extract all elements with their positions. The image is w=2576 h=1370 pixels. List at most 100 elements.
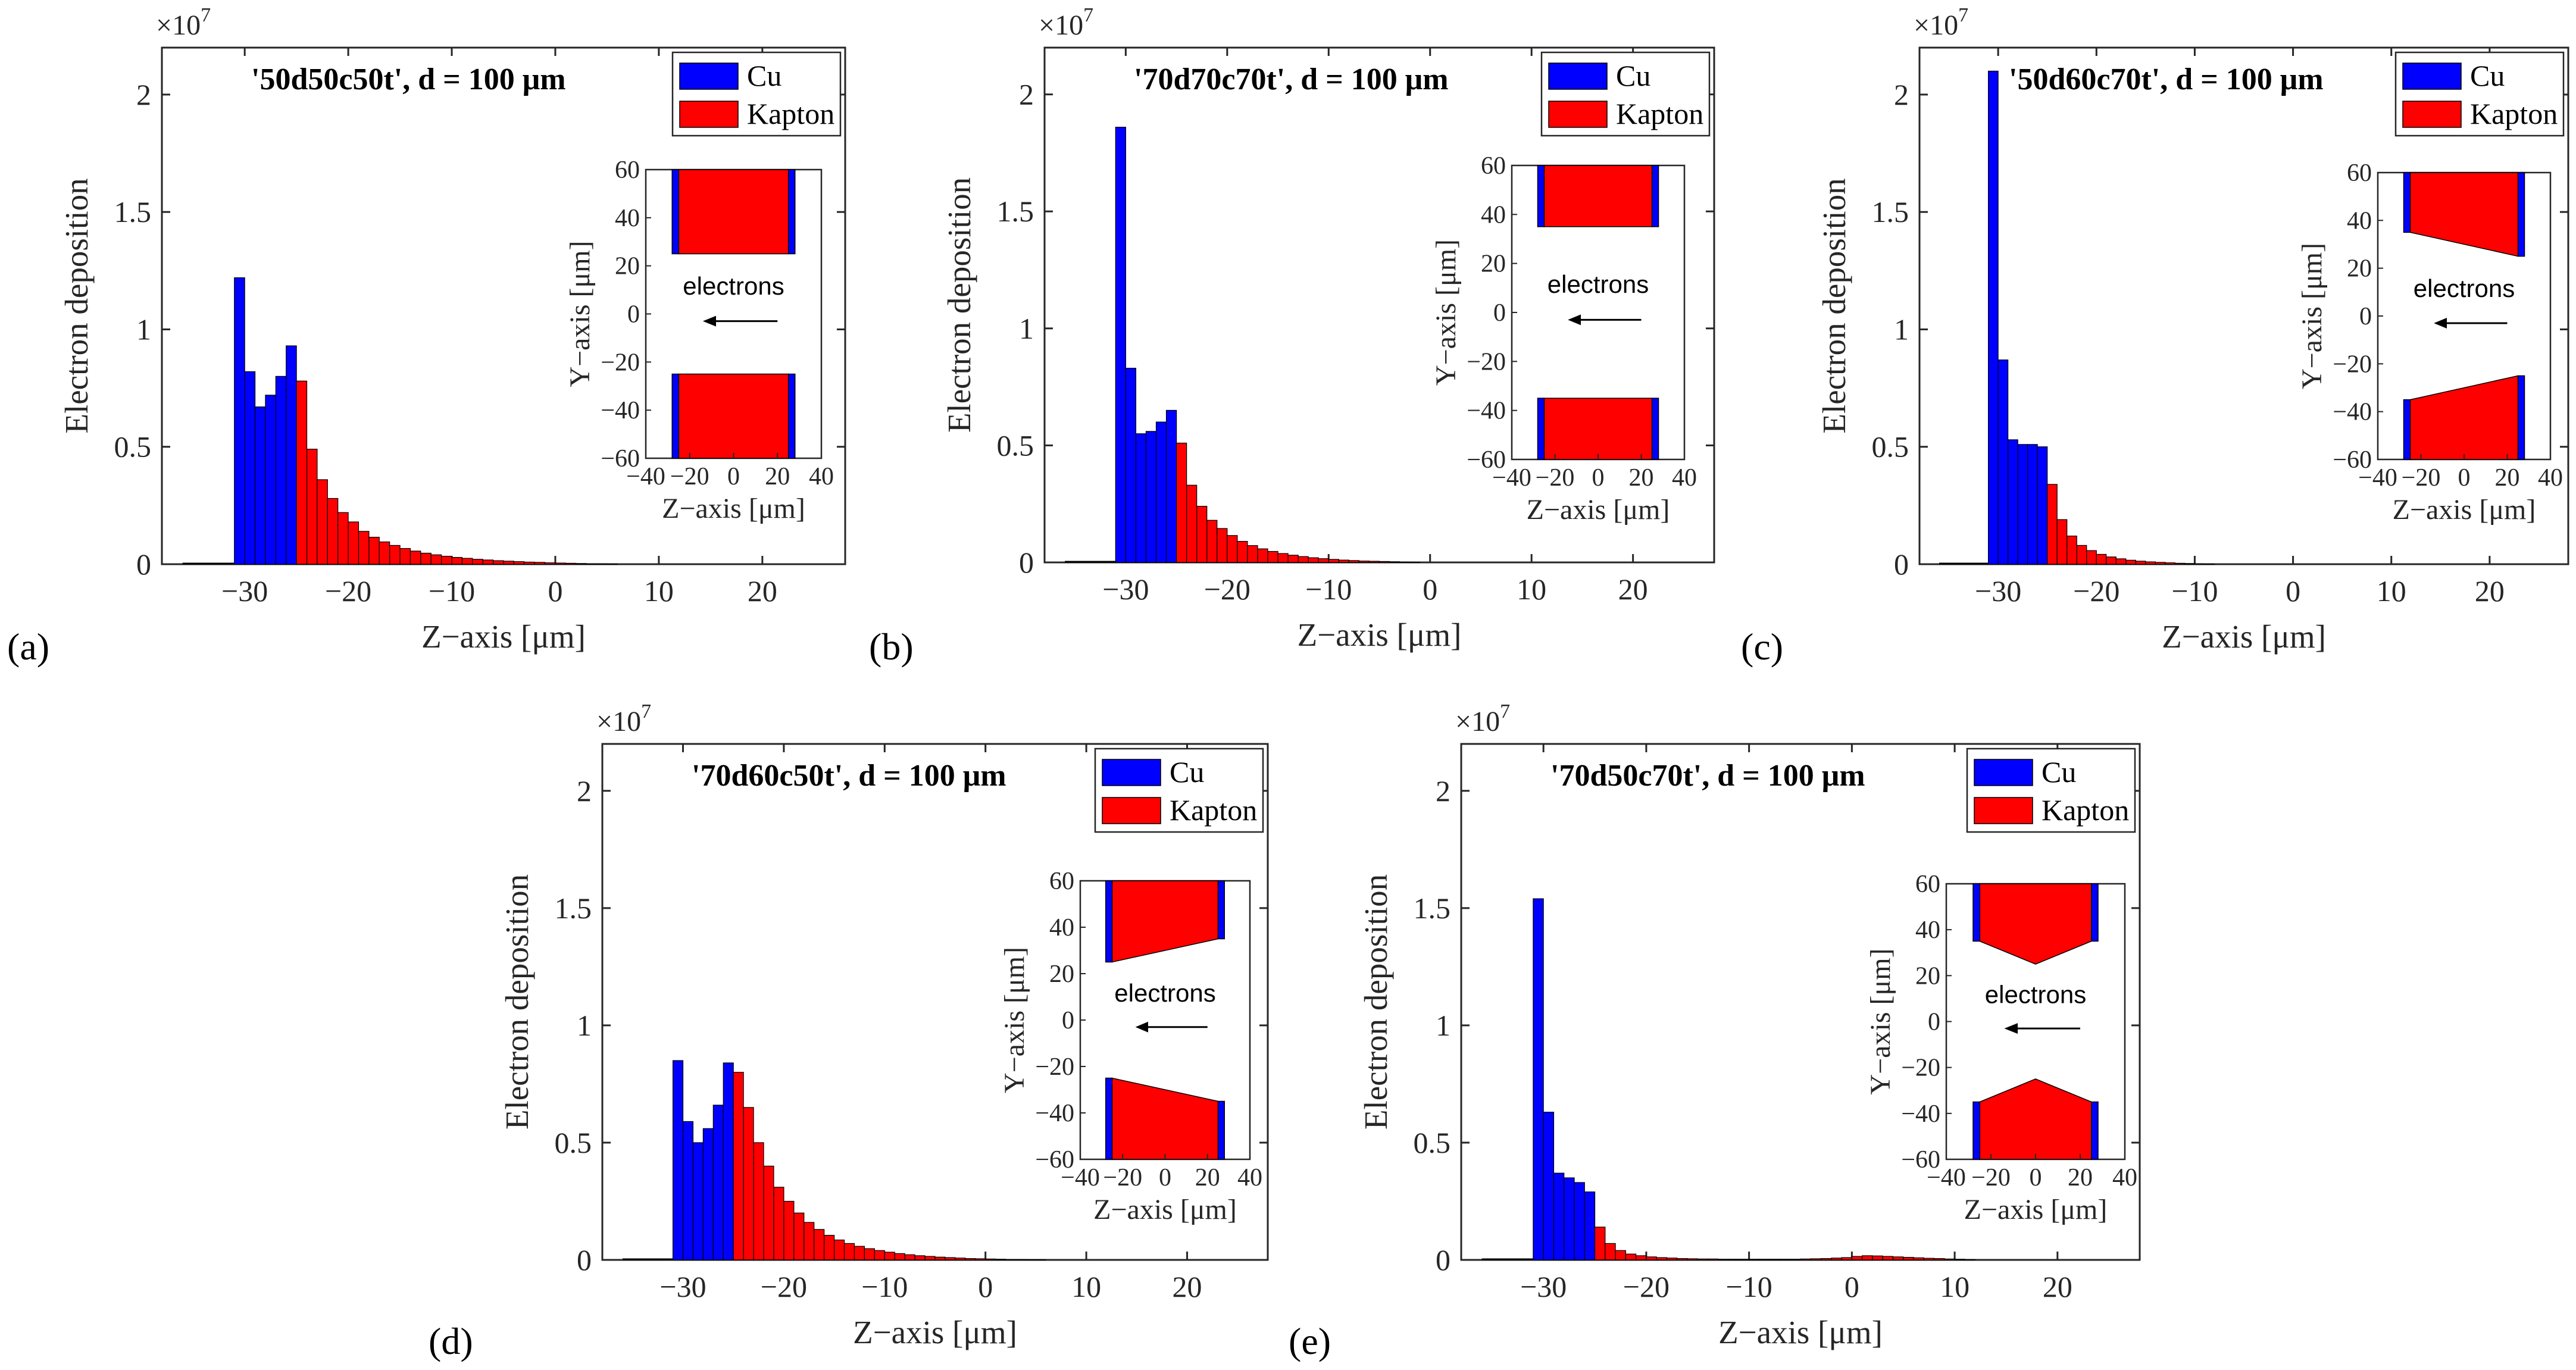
legend-swatch-cu: [679, 62, 739, 90]
panel-label: (c): [1741, 625, 1783, 668]
cu-layer-bottom: [1537, 398, 1545, 460]
cu-layer-bottom: [1651, 398, 1659, 460]
cu-layer-top: [1537, 165, 1545, 227]
histogram-bar-cu: [702, 1128, 714, 1260]
histogram-bar-kapton: [1933, 1258, 1945, 1260]
inset-y-tick-label: 60: [615, 157, 640, 184]
y-tick-label: 1.5: [1872, 195, 1909, 229]
y-tick-label: 2: [1894, 78, 1909, 111]
histogram-bar-kapton: [1718, 1259, 1729, 1260]
kapton-bottom: [1543, 398, 1653, 460]
legend-label-kapton: Kapton: [1616, 97, 1703, 130]
histogram-bar-cu: [1574, 1182, 1585, 1260]
histogram-bar-kapton: [914, 1255, 926, 1260]
x-tick-label: 10: [2377, 574, 2406, 608]
histogram-bar-kapton: [1206, 520, 1218, 563]
histogram-bar-cu: [1135, 433, 1147, 563]
y-multiplier-exponent: 7: [1500, 700, 1510, 722]
inset-x-tick-label: 40: [1672, 464, 1697, 492]
x-axis-label: Z−axis [μm]: [1298, 617, 1462, 653]
histogram-bar-kapton: [934, 1256, 946, 1260]
histogram-bar-cu: [1145, 431, 1157, 563]
inset-x-tick-label: 20: [1629, 464, 1654, 492]
panel-label: (e): [1289, 1320, 1331, 1362]
inset-y-tick-label: −20: [1467, 348, 1506, 376]
y-tick-label: 1: [1019, 312, 1034, 345]
x-axis-label: Z−axis [μm]: [853, 1314, 1017, 1350]
electrons-label: electrons: [1985, 981, 2086, 1009]
y-tick-label: 1: [1436, 1009, 1450, 1042]
legend-label-kapton: Kapton: [2042, 793, 2129, 827]
x-tick-label: −30: [1102, 573, 1149, 606]
chart-title: '50d60c70t', d = 100 μm: [2009, 62, 2324, 96]
inset-y-tick-label: −60: [2333, 446, 2372, 474]
y-multiplier: ×107: [1914, 4, 1968, 41]
histogram-bar-kapton: [1217, 528, 1228, 563]
electron-arrow-head: [2004, 1023, 2018, 1034]
histogram-bar-kapton: [358, 531, 370, 565]
inset-y-axis-label: Y−axis [μm]: [564, 240, 596, 387]
inset-x-tick-label: −40: [2358, 464, 2397, 492]
legend-label-kapton: Kapton: [2470, 97, 2558, 130]
histogram-bar-kapton: [1615, 1250, 1626, 1260]
histogram-bar-kapton: [368, 537, 380, 565]
chart-title: '70d70c70t', d = 100 μm: [1134, 62, 1449, 96]
cu-layer-bottom: [1217, 1100, 1225, 1160]
histogram-bar-kapton: [2047, 484, 2058, 565]
inset-y-tick-label: −60: [1035, 1146, 1074, 1174]
panel-label: (a): [7, 625, 49, 668]
y-tick-label: 1.5: [1414, 892, 1451, 925]
legend-swatch-kapton: [1548, 101, 1608, 128]
histogram-bar-kapton: [894, 1253, 905, 1260]
histogram-bar-kapton: [1872, 1255, 1883, 1260]
inset-y-tick-label: 60: [2347, 159, 2372, 187]
histogram-bar-kapton: [2165, 562, 2175, 565]
histogram-bar-kapton: [399, 548, 411, 565]
histogram-bar-kapton: [804, 1222, 815, 1260]
histogram-bar-kapton: [1594, 1227, 1606, 1260]
inset-y-tick-label: 40: [1049, 914, 1074, 942]
legend-label-cu: Cu: [1170, 755, 1204, 789]
histogram-bar-cu: [2017, 444, 2028, 565]
inset-y-tick-label: 40: [1915, 917, 1940, 944]
inset-x-axis-label: Z−axis [μm]: [1964, 1194, 2108, 1225]
electron-arrow-head: [702, 315, 716, 327]
histogram-bar-kapton: [824, 1235, 835, 1260]
histogram-bar-kapton: [348, 521, 359, 565]
histogram-bar-cu: [672, 1060, 684, 1260]
cu-layer-top: [787, 169, 796, 255]
x-tick-label: −30: [1520, 1270, 1567, 1303]
inset-y-tick-label: −40: [601, 397, 640, 424]
inset-y-tick-label: 40: [1481, 201, 1506, 229]
inset-y-tick-label: 60: [1049, 868, 1074, 895]
histogram-bar-kapton: [565, 562, 577, 565]
y-tick-label: 1.5: [555, 892, 592, 925]
histogram-bar-kapton: [503, 561, 514, 565]
histogram-bar-kapton: [337, 512, 349, 565]
inset-y-tick-label: 0: [1928, 1009, 1940, 1036]
y-tick-label: 1: [1894, 312, 1909, 346]
histogram-bar-kapton: [2086, 550, 2097, 565]
histogram-bar-kapton: [1358, 561, 1370, 563]
y-tick-label: 0.5: [1414, 1126, 1451, 1159]
histogram-bar-kapton: [1923, 1258, 1935, 1260]
inset-x-tick-label: 0: [1592, 464, 1605, 492]
y-multiplier-base: ×10: [156, 10, 201, 41]
inset-x-tick-label: 0: [1159, 1164, 1171, 1191]
y-multiplier-exponent: 7: [1083, 4, 1093, 26]
legend-label-cu: Cu: [2042, 755, 2076, 789]
inset-x-tick-label: 20: [1195, 1164, 1220, 1191]
histogram-bar-kapton: [2135, 561, 2146, 565]
chart-title: '70d60c50t', d = 100 μm: [692, 759, 1006, 793]
kapton-bottom: [678, 373, 789, 459]
inset-x-tick-label: 20: [2068, 1164, 2093, 1191]
inset-y-tick-label: −60: [1467, 446, 1506, 474]
cu-layer-bottom: [2091, 1101, 2099, 1160]
y-axis-label: Electron deposition: [499, 874, 535, 1130]
histogram-bar-kapton: [1913, 1257, 1924, 1260]
inset-y-tick-label: −20: [1035, 1053, 1074, 1081]
histogram-bar-kapton: [1903, 1257, 1914, 1260]
legend-swatch-kapton: [1974, 797, 2033, 824]
histogram-bar-kapton: [461, 558, 473, 565]
x-tick-label: −20: [761, 1270, 807, 1303]
